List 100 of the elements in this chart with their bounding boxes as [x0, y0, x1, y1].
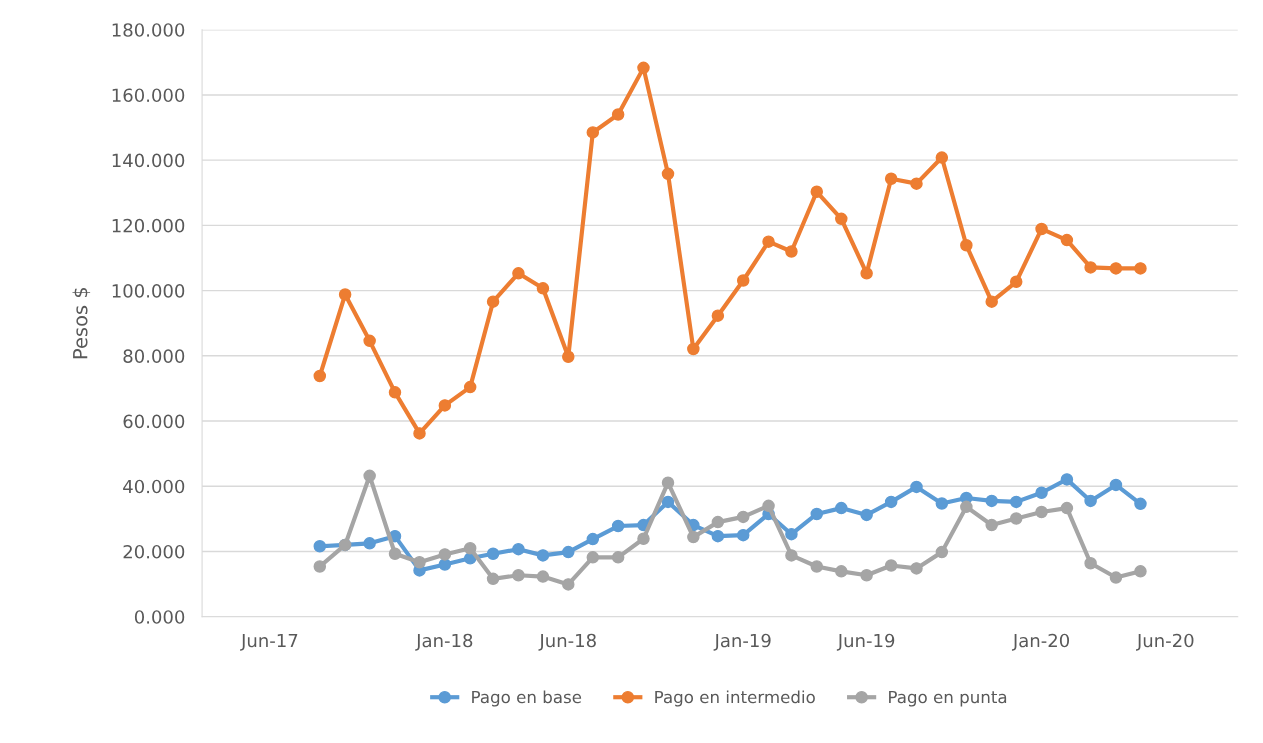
point [611, 519, 625, 533]
point [1035, 486, 1048, 500]
point [711, 515, 725, 529]
point [363, 334, 376, 348]
point [785, 549, 798, 562]
point [413, 555, 426, 569]
point [762, 499, 775, 513]
point [687, 530, 700, 544]
point [438, 558, 452, 571]
point [1009, 495, 1023, 509]
x-tick-label: Jan-19 [713, 633, 771, 651]
point [910, 177, 923, 190]
y-tick-label: 40.000 [123, 479, 185, 494]
point [910, 480, 923, 494]
point [985, 494, 998, 508]
y-tick-label: 120.000 [112, 218, 185, 233]
point [536, 282, 550, 295]
point [785, 527, 798, 541]
y-tick-label: 180.000 [112, 23, 185, 37]
x-tick-label: Jun-20 [1136, 633, 1194, 651]
point [711, 309, 725, 322]
point [562, 578, 575, 591]
point [1035, 505, 1048, 519]
x-tick-label: Jan-20 [1011, 633, 1070, 651]
legend-label: Pago en punta [889, 690, 1007, 707]
y-tick-label: 20.000 [123, 544, 185, 559]
point [363, 469, 376, 483]
point [536, 549, 550, 562]
point [1060, 233, 1074, 247]
point [438, 399, 452, 412]
point [1060, 473, 1074, 486]
point [661, 167, 675, 181]
point [438, 548, 452, 561]
y-tick-label: 0.000 [134, 610, 185, 624]
point [388, 386, 402, 399]
point [512, 267, 525, 280]
point [586, 551, 600, 564]
point [835, 212, 848, 226]
point [1035, 222, 1048, 236]
point [785, 245, 798, 258]
point [884, 172, 898, 185]
point [1134, 262, 1147, 275]
point [835, 565, 848, 578]
point [860, 508, 873, 522]
point [536, 570, 550, 583]
point [810, 185, 824, 199]
point [835, 501, 848, 515]
point [1084, 556, 1097, 570]
x-tick-label: Jun-18 [538, 633, 596, 651]
point [486, 572, 500, 586]
point [736, 274, 750, 287]
y-tick-label: 60.000 [123, 414, 185, 429]
point [985, 518, 998, 532]
point [736, 528, 750, 542]
point [313, 540, 327, 553]
y-tick-label: 160.000 [112, 88, 185, 103]
point [1060, 501, 1074, 515]
point [960, 500, 973, 514]
point [935, 497, 949, 510]
point [611, 551, 625, 564]
point [935, 151, 949, 164]
point [736, 510, 750, 524]
point [611, 108, 625, 121]
point [388, 547, 402, 561]
point [313, 369, 327, 383]
point [910, 562, 923, 575]
point [338, 288, 352, 301]
point [1009, 275, 1023, 289]
point [1134, 497, 1147, 511]
y-tick-label: 140.000 [112, 153, 185, 168]
point [313, 560, 327, 573]
point [661, 495, 675, 509]
point [687, 342, 700, 356]
point [884, 495, 898, 509]
point [884, 559, 898, 572]
point [512, 569, 525, 582]
x-tick-label: Jun-19 [836, 633, 895, 651]
x-tick-label: Jan-18 [415, 633, 473, 651]
point [985, 295, 998, 308]
y-tick-label: 100.000 [112, 284, 185, 298]
point [810, 560, 824, 573]
point [486, 547, 500, 561]
point [661, 476, 675, 489]
legend-label: Pago en intermedio [655, 690, 815, 707]
point [363, 537, 376, 550]
point [860, 569, 873, 582]
point [1084, 261, 1097, 274]
point [1109, 478, 1123, 492]
point [935, 545, 949, 559]
point [637, 532, 650, 546]
point [762, 235, 775, 248]
point [810, 507, 824, 521]
point [860, 267, 873, 280]
point [1109, 262, 1123, 275]
point [1109, 571, 1123, 584]
point [562, 545, 575, 559]
point [960, 239, 973, 252]
point [562, 350, 575, 364]
point [1084, 494, 1097, 508]
point [463, 380, 477, 394]
